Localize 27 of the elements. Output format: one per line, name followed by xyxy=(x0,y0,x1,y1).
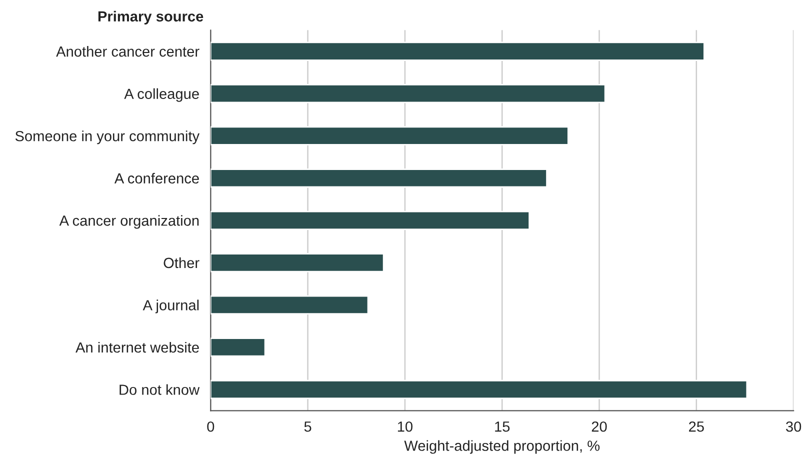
bar xyxy=(210,210,530,230)
y-tick-label: A colleague xyxy=(124,88,199,102)
x-tick-label: 5 xyxy=(304,422,312,432)
x-tick-label: 10 xyxy=(398,421,412,432)
bar xyxy=(210,295,369,315)
bar xyxy=(210,380,748,400)
x-tick-label: 15 xyxy=(495,422,510,432)
y-tick-label: An internet website xyxy=(76,342,199,353)
x-tick-label: 0 xyxy=(207,421,214,432)
bar xyxy=(210,126,569,146)
y-tick-label: Another cancer center xyxy=(56,46,200,57)
y-tick-label: Do not know xyxy=(120,384,200,395)
bar xyxy=(210,338,266,357)
y-tick-label: A cancer organization xyxy=(59,215,199,229)
bar xyxy=(210,84,606,104)
bar xyxy=(210,168,548,188)
bar xyxy=(210,253,384,272)
x-axis-title: Weight-adjusted proportion, % xyxy=(404,440,600,454)
y-axis-title: Primary source xyxy=(98,10,204,24)
y-tick-label: A conference xyxy=(114,172,199,184)
y-tick-label: Other xyxy=(164,257,200,268)
x-tick-label: 30 xyxy=(786,421,802,432)
y-tick-label: A journal xyxy=(142,300,199,314)
x-tick-label: 25 xyxy=(689,421,704,432)
y-tick-label: Someone in your community xyxy=(15,130,200,144)
bar xyxy=(210,42,705,61)
x-tick-label: 20 xyxy=(592,421,607,432)
